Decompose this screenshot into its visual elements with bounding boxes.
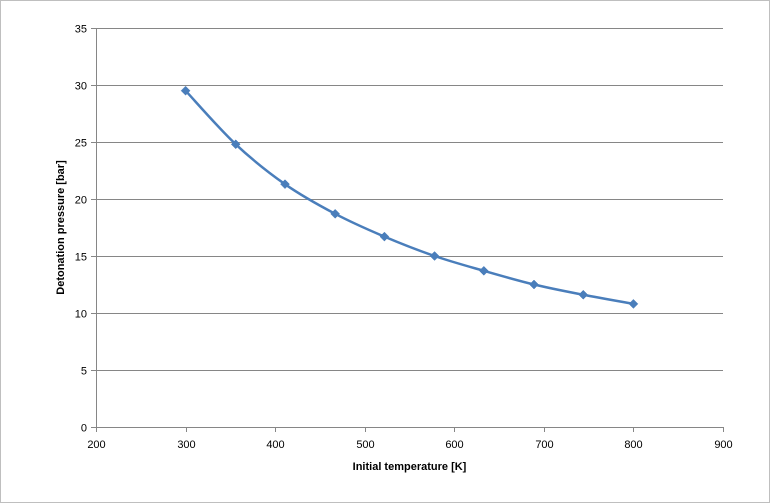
gridlines — [96, 28, 723, 371]
data-point — [379, 231, 390, 242]
x-tick-label: 400 — [266, 439, 284, 451]
y-tick-label: 30 — [75, 81, 87, 93]
data-point — [628, 299, 639, 309]
y-tick-label: 20 — [75, 195, 87, 207]
x-tick-label: 600 — [445, 439, 463, 451]
y-axis-title: Detonation pressure [bar] — [55, 160, 67, 295]
y-tick-labels: 0 5 10 15 20 25 30 35 — [75, 24, 87, 435]
x-tick-label: 800 — [624, 439, 642, 451]
x-tick-label: 500 — [356, 439, 374, 451]
series-group — [180, 85, 639, 309]
axes — [91, 28, 724, 432]
y-tick-label: 15 — [75, 252, 87, 264]
data-point — [330, 208, 341, 219]
x-tick-labels: 200 300 400 500 600 700 800 900 — [87, 439, 732, 451]
y-tick-label: 35 — [75, 24, 87, 36]
y-tick-label: 5 — [81, 366, 87, 378]
data-point — [578, 289, 589, 300]
series-line — [184, 89, 634, 306]
data-point — [230, 139, 241, 150]
data-point — [529, 279, 539, 290]
data-point — [180, 85, 191, 96]
y-tick-label: 25 — [75, 138, 87, 150]
y-tick-label: 10 — [75, 309, 87, 321]
x-tick-label: 700 — [535, 439, 553, 451]
x-tick-label: 200 — [87, 439, 105, 451]
data-point — [429, 251, 440, 261]
x-tick-label: 300 — [177, 439, 195, 451]
data-point — [478, 265, 489, 276]
data-point — [280, 179, 290, 190]
y-tick-label: 0 — [81, 423, 87, 435]
x-axis-title: Initial temperature [K] — [353, 461, 467, 473]
x-tick-label: 900 — [714, 439, 732, 451]
